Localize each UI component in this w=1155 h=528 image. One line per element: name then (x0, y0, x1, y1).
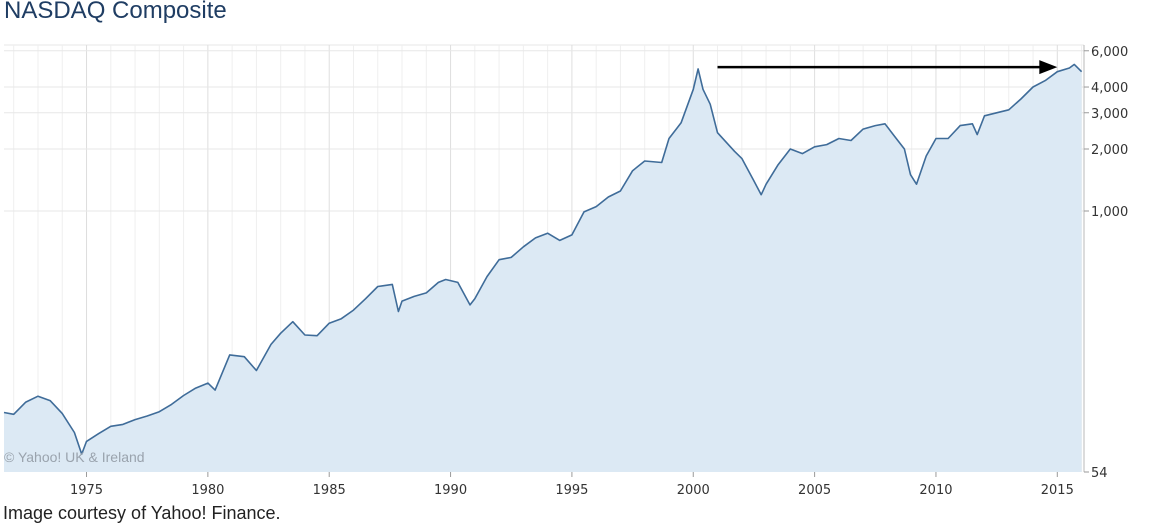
chart-title: NASDAQ Composite (4, 0, 227, 24)
y-tick-label: 1,000 (1091, 205, 1128, 220)
x-tick-label: 1995 (555, 483, 588, 498)
y-axis: 6,000 4,000 3,000 2,000 1,000 54 (1083, 45, 1128, 481)
y-tick-label: 3,000 (1091, 107, 1128, 122)
x-tick-label: 2005 (798, 483, 831, 498)
area-fill (4, 64, 1082, 473)
x-tick-label: 1975 (70, 483, 103, 498)
y-tick-label: 6,000 (1091, 45, 1128, 60)
x-tick-label: 2000 (677, 483, 710, 498)
annotation-arrow (717, 60, 1058, 75)
x-tick-label: 2015 (1041, 483, 1074, 498)
y-tick-label: 2,000 (1091, 143, 1128, 158)
series-line (3, 63, 1083, 455)
arrow-head (1039, 60, 1058, 75)
watermark: © Yahoo! UK & Ireland (4, 449, 145, 465)
x-tick-label: 1980 (191, 483, 224, 498)
nasdaq-chart: 6,000 4,000 3,000 2,000 1,000 54 1975 1980 1985… (3, 44, 1128, 498)
x-tick-label: 1990 (434, 483, 467, 498)
y-tick-label: 54 (1091, 466, 1108, 481)
x-tick-label: 2010 (919, 483, 952, 498)
image-caption: Image courtesy of Yahoo! Finance. (3, 503, 281, 523)
x-tick-label: 1985 (313, 483, 346, 498)
y-tick-label: 4,000 (1091, 81, 1128, 96)
x-axis: 1975 1980 1985 1990 1995 2000 2005 2010 2015 (70, 472, 1074, 498)
